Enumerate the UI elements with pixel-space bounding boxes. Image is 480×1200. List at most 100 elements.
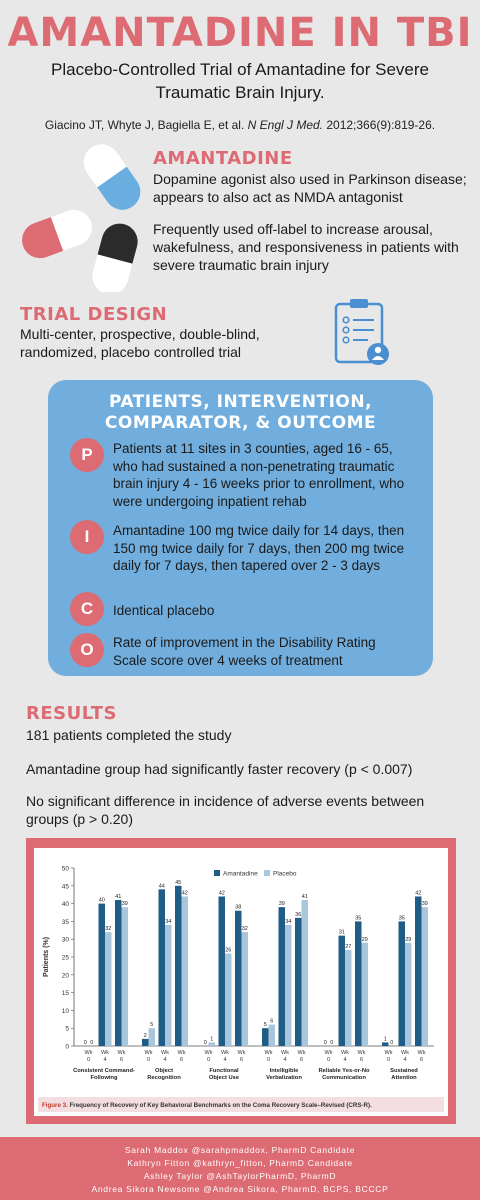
week-tick-label: Wk xyxy=(385,1050,393,1056)
pico-text-patients: Patients at 11 sites in 3 counties, aged… xyxy=(113,441,405,509)
week-tick-label: Wk xyxy=(418,1050,426,1056)
bar-placebo xyxy=(148,1028,155,1046)
group-label: Sustained xyxy=(390,1068,418,1074)
data-label: 1 xyxy=(210,1036,213,1042)
week-tick-label: Wk xyxy=(101,1050,109,1056)
pico-circle-o: O xyxy=(70,633,104,667)
results-heading: RESULTS xyxy=(26,703,117,724)
pico-circle-i: I xyxy=(70,520,104,554)
data-label: 41 xyxy=(115,894,121,900)
week-tick-label: Wk xyxy=(205,1050,213,1056)
data-label: 5 xyxy=(150,1022,153,1028)
bar-amantadine xyxy=(142,1038,149,1046)
week-tick-label: Wk xyxy=(145,1050,153,1056)
page-subtitle: Placebo-Controlled Trial of Amantadine f… xyxy=(51,60,429,102)
pico-text-outcome: Rate of improvement in the Disability Ra… xyxy=(113,635,376,668)
data-label: 27 xyxy=(345,944,351,950)
data-label: 29 xyxy=(362,937,368,943)
y-tick-label: 50 xyxy=(62,866,70,873)
data-label: 38 xyxy=(235,905,241,911)
data-label: 34 xyxy=(285,919,291,925)
week-tick-label: 4 xyxy=(223,1057,226,1063)
footer-credit: Sarah Maddox @sarahpmaddox, PharmD Candi… xyxy=(124,1145,356,1155)
bar-amantadine xyxy=(382,1042,389,1046)
week-tick-label: Wk xyxy=(161,1050,169,1056)
data-label: 41 xyxy=(302,894,308,900)
results-line-adverse: No significant difference in incidence o… xyxy=(26,793,425,827)
group-label: Recognition xyxy=(147,1075,181,1081)
data-label: 31 xyxy=(339,930,345,936)
week-tick-label: 4 xyxy=(343,1057,346,1063)
citation-journal: N Engl J Med. xyxy=(247,118,324,132)
bar-placebo xyxy=(225,953,232,1046)
bar-amantadine xyxy=(295,917,302,1046)
week-tick-label: 4 xyxy=(283,1057,286,1063)
bar-amantadine xyxy=(98,903,105,1046)
data-label: 42 xyxy=(219,890,225,896)
data-label: 45 xyxy=(175,880,181,886)
pico-text-intervention: Amantadine 100 mg twice daily for 14 day… xyxy=(113,523,405,573)
data-label: 1 xyxy=(384,1036,387,1042)
bar-amantadine xyxy=(158,889,165,1046)
y-tick-label: 5 xyxy=(65,1026,69,1033)
data-label: 42 xyxy=(182,890,188,896)
legend-swatch xyxy=(264,870,270,876)
citation: Giacino JT, Whyte J, Bagiella E, et al. … xyxy=(0,118,480,132)
week-tick-label: Wk xyxy=(178,1050,186,1056)
week-tick-label: 0 xyxy=(267,1057,270,1063)
chart-caption: Figure 3. Frequency of Recovery of Key B… xyxy=(42,1102,372,1109)
pico-panel: PATIENTS, INTERVENTION, COMPARATOR, & OU… xyxy=(48,380,433,676)
y-tick-label: 25 xyxy=(62,955,70,962)
citation-authors: Giacino JT, Whyte J, Bagiella E, et al. xyxy=(44,118,248,132)
bar-placebo xyxy=(121,907,128,1046)
pico-circle-p: P xyxy=(70,438,104,472)
pico-circle-c: C xyxy=(70,592,104,626)
group-label: Attention xyxy=(391,1075,417,1081)
trial-design-heading: TRIAL DESIGN xyxy=(20,304,168,325)
footer-credit: Kathryn Fitton @kathryn_fitton, PharmD C… xyxy=(127,1158,353,1168)
bar-placebo xyxy=(421,907,428,1046)
week-tick-label: Wk xyxy=(221,1050,229,1056)
group-label: Object Use xyxy=(209,1075,240,1081)
bar-placebo xyxy=(345,949,352,1046)
week-tick-label: 6 xyxy=(360,1057,363,1063)
citation-rest: 2012;366(9):819-26. xyxy=(323,118,436,132)
group-label: Communication xyxy=(322,1075,366,1081)
group-label: Functional xyxy=(209,1068,239,1074)
bar-amantadine xyxy=(355,921,362,1046)
y-tick-label: 30 xyxy=(62,937,70,944)
week-tick-label: 4 xyxy=(403,1057,406,1063)
week-tick-label: 0 xyxy=(387,1057,390,1063)
caption-background xyxy=(38,1097,444,1112)
week-tick-label: Wk xyxy=(238,1050,246,1056)
capsule-icons xyxy=(22,144,141,292)
group-label: Consistent Command- xyxy=(73,1068,135,1074)
group-label: Intelligible xyxy=(270,1068,299,1074)
week-tick-label: Wk xyxy=(85,1050,93,1056)
data-label: 6 xyxy=(270,1019,273,1025)
week-tick-label: Wk xyxy=(281,1050,289,1056)
page-title: AMANTADINE IN TBI xyxy=(7,10,473,56)
bar-amantadine xyxy=(415,896,422,1046)
data-label: 39 xyxy=(422,901,428,907)
footer: Sarah Maddox @sarahpmaddox, PharmD Candi… xyxy=(0,1137,480,1200)
data-label: 32 xyxy=(105,926,111,932)
week-tick-label: Wk xyxy=(298,1050,306,1056)
data-label: 0 xyxy=(90,1040,93,1046)
week-tick-label: 0 xyxy=(147,1057,150,1063)
bar-amantadine xyxy=(218,896,225,1046)
data-label: 0 xyxy=(84,1040,87,1046)
bar-placebo xyxy=(165,924,172,1046)
amantadine-description: Dopamine agonist also used in Parkinson … xyxy=(153,171,467,205)
week-tick-label: 4 xyxy=(103,1057,106,1063)
results-line-recovery: Amantadine group had significantly faste… xyxy=(26,761,413,777)
y-axis-title: Patients (%) xyxy=(43,937,50,977)
data-label: 32 xyxy=(242,926,248,932)
y-tick-label: 40 xyxy=(62,901,70,908)
pico-title: PATIENTS, INTERVENTION, COMPARATOR, & OU… xyxy=(48,392,433,434)
results-line-completed: 181 patients completed the study xyxy=(26,727,232,743)
data-label: 0 xyxy=(390,1040,393,1046)
week-tick-label: 6 xyxy=(300,1057,303,1063)
y-tick-label: 0 xyxy=(65,1044,69,1051)
bar-amantadine xyxy=(262,1028,269,1046)
